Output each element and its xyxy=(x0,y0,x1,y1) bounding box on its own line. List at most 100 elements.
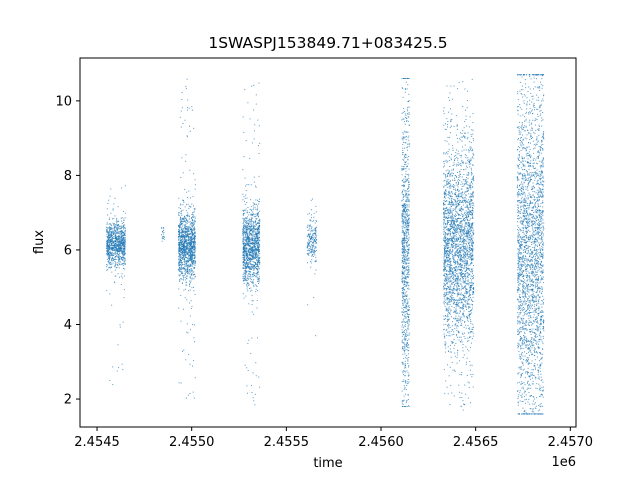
data-point xyxy=(402,334,404,336)
data-point xyxy=(401,347,403,349)
data-point xyxy=(115,233,117,235)
data-point xyxy=(251,255,253,257)
data-point xyxy=(401,402,403,404)
data-point xyxy=(403,240,405,242)
data-point xyxy=(116,255,118,257)
data-point xyxy=(257,229,258,231)
data-point xyxy=(123,252,125,254)
data-point xyxy=(401,248,403,250)
data-point xyxy=(443,282,445,284)
data-point xyxy=(191,253,193,255)
data-point xyxy=(407,353,409,355)
data-point xyxy=(106,244,108,246)
data-point xyxy=(444,235,446,237)
data-point xyxy=(246,212,248,214)
data-point xyxy=(252,214,254,216)
data-point xyxy=(314,227,316,229)
data-point xyxy=(405,393,407,395)
data-point xyxy=(245,224,247,226)
data-point xyxy=(187,229,189,231)
data-point xyxy=(464,270,466,272)
data-point xyxy=(255,242,257,244)
data-point xyxy=(115,228,117,230)
data-point xyxy=(107,236,109,238)
data-point xyxy=(312,198,314,200)
data-point xyxy=(178,307,180,309)
data-point xyxy=(193,173,195,175)
data-point xyxy=(188,241,190,243)
data-point xyxy=(404,295,406,297)
data-point xyxy=(242,238,244,240)
data-point xyxy=(252,300,254,302)
data-point xyxy=(185,247,187,249)
data-point xyxy=(117,253,119,255)
data-point xyxy=(113,217,115,219)
data-point xyxy=(191,241,193,243)
data-point xyxy=(448,111,450,113)
data-point xyxy=(454,160,456,162)
data-point xyxy=(467,181,469,183)
data-point xyxy=(187,267,189,269)
data-point xyxy=(123,237,125,239)
data-point xyxy=(111,248,113,250)
data-point xyxy=(462,146,464,148)
data-point xyxy=(119,251,121,253)
data-point xyxy=(179,235,181,237)
data-point xyxy=(191,225,193,227)
data-point xyxy=(404,363,406,365)
data-point xyxy=(250,247,252,249)
data-point xyxy=(408,262,410,264)
data-point xyxy=(248,248,250,249)
data-point xyxy=(406,295,408,297)
data-point xyxy=(258,175,260,177)
data-point xyxy=(311,250,313,252)
data-point xyxy=(121,222,123,224)
data-point xyxy=(402,372,404,374)
data-point xyxy=(249,258,251,260)
data-point xyxy=(192,239,194,241)
data-point xyxy=(193,397,195,399)
data-point xyxy=(193,258,195,260)
data-point xyxy=(249,251,251,253)
data-point xyxy=(179,274,181,276)
data-point xyxy=(252,230,254,232)
data-point xyxy=(187,247,189,249)
data-point xyxy=(179,280,181,282)
data-point xyxy=(401,190,403,192)
data-point xyxy=(185,265,187,267)
data-point xyxy=(109,236,111,238)
data-point xyxy=(189,228,191,230)
data-point xyxy=(112,218,113,220)
data-point xyxy=(407,306,409,308)
data-point xyxy=(184,260,186,262)
data-point xyxy=(112,248,114,250)
data-point xyxy=(183,248,185,250)
data-point xyxy=(108,232,110,234)
data-point xyxy=(255,103,257,105)
data-point xyxy=(119,245,121,247)
data-point xyxy=(116,232,118,234)
data-point xyxy=(403,204,405,206)
data-point xyxy=(180,232,182,234)
data-point xyxy=(472,195,474,197)
data-point xyxy=(244,269,246,271)
data-point xyxy=(250,225,252,227)
data-point xyxy=(447,297,449,299)
data-point xyxy=(122,254,124,256)
data-point xyxy=(247,262,249,264)
data-point xyxy=(258,125,260,127)
data-point xyxy=(309,241,311,243)
data-point xyxy=(182,258,184,260)
data-point xyxy=(402,257,404,259)
data-point xyxy=(106,264,108,266)
data-point xyxy=(188,107,190,109)
data-point xyxy=(402,149,404,151)
data-point xyxy=(312,245,314,247)
data-point xyxy=(181,268,183,270)
data-point xyxy=(188,290,190,292)
data-point xyxy=(178,288,180,290)
data-point xyxy=(250,206,252,208)
data-point xyxy=(187,212,189,214)
data-point xyxy=(244,220,246,222)
data-point xyxy=(471,273,473,275)
